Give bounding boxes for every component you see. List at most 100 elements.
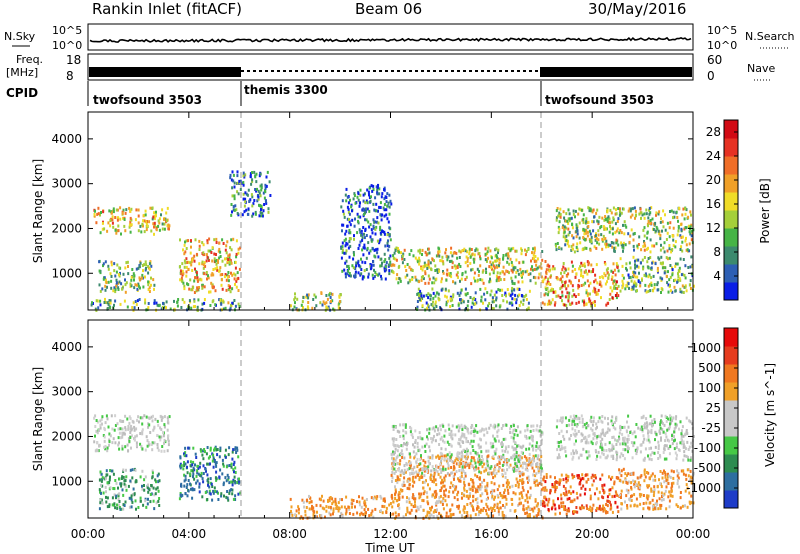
echo-cell xyxy=(385,261,388,265)
echo-cell xyxy=(402,480,405,484)
echo-cell xyxy=(511,498,514,501)
echo-cell xyxy=(229,176,232,180)
echo-cell xyxy=(610,269,613,273)
echo-cell xyxy=(103,435,106,439)
echo-cell xyxy=(126,417,129,421)
echo-cell xyxy=(531,462,534,466)
echo-cell xyxy=(671,248,674,251)
echo-cell xyxy=(612,457,615,460)
echo-cell xyxy=(421,471,424,475)
echo-cell xyxy=(139,496,142,500)
echo-cell xyxy=(534,248,536,252)
echo-cell xyxy=(491,488,494,492)
echo-cell xyxy=(463,483,466,487)
echo-cell xyxy=(559,213,562,216)
freq-block-1 xyxy=(89,67,241,77)
echo-cell xyxy=(399,279,402,283)
echo-cell xyxy=(486,291,489,295)
echo-cell xyxy=(368,193,370,197)
echo-cell xyxy=(147,288,150,291)
echo-cell xyxy=(459,476,462,480)
echo-cell xyxy=(447,495,450,499)
echo-cell xyxy=(403,476,406,480)
echo-cell xyxy=(399,435,402,438)
echo-cell xyxy=(180,484,183,488)
echo-cell xyxy=(655,211,658,215)
echo-cell xyxy=(325,305,328,309)
echo-cell xyxy=(558,220,561,224)
echo-cell xyxy=(466,511,469,514)
echo-cell xyxy=(657,256,660,260)
echo-cell xyxy=(118,492,121,496)
echo-cell xyxy=(691,422,693,426)
echo-cell xyxy=(200,471,203,475)
echo-cell xyxy=(374,507,377,511)
echo-cell xyxy=(99,483,102,487)
echo-cell xyxy=(115,208,118,212)
echo-cell xyxy=(533,459,536,463)
echo-cell xyxy=(153,232,155,236)
echo-cell xyxy=(411,479,414,483)
echo-cell xyxy=(678,266,681,270)
echo-cell xyxy=(502,453,505,457)
echo-cell xyxy=(139,261,142,265)
echo-cell xyxy=(152,222,155,226)
echo-cell xyxy=(399,488,402,492)
echo-cell xyxy=(490,265,493,269)
echo-cell xyxy=(220,278,223,282)
echo-cell xyxy=(498,261,501,265)
echo-cell xyxy=(383,230,386,234)
echo-cell xyxy=(407,281,410,285)
echo-cell xyxy=(177,298,180,301)
echo-cell xyxy=(529,514,531,518)
echo-cell xyxy=(350,498,353,502)
echo-cell xyxy=(225,251,228,255)
echo-cell xyxy=(464,474,467,478)
echo-cell xyxy=(443,440,446,444)
echo-cell xyxy=(501,468,504,472)
echo-cell xyxy=(489,249,492,253)
echo-cell xyxy=(320,291,323,295)
echo-cell xyxy=(110,211,113,215)
echo-cell xyxy=(620,243,623,247)
echo-cell xyxy=(613,494,616,498)
echo-cell xyxy=(389,260,392,264)
echo-cell xyxy=(556,207,559,210)
echo-cell xyxy=(412,493,415,497)
echo-cell xyxy=(541,467,543,471)
echo-cell xyxy=(365,498,368,501)
echo-cell xyxy=(102,264,104,268)
echo-cell xyxy=(477,488,480,492)
echo-cell xyxy=(238,267,241,271)
echo-cell xyxy=(148,443,151,447)
echo-cell xyxy=(447,515,450,519)
echo-cell xyxy=(602,238,605,242)
echo-cell xyxy=(662,261,664,265)
echo-cell xyxy=(648,273,651,277)
echo-cell xyxy=(526,496,529,500)
echo-cell xyxy=(141,222,144,226)
echo-cell xyxy=(356,261,359,265)
echo-cell xyxy=(522,272,524,276)
echo-cell xyxy=(612,425,615,429)
echo-cell xyxy=(242,197,245,201)
echo-cell xyxy=(634,271,637,275)
echo-cell xyxy=(401,495,404,499)
echo-cell xyxy=(232,272,235,276)
echo-cell xyxy=(559,215,562,219)
echo-cell xyxy=(350,205,353,209)
echo-cell xyxy=(513,428,516,432)
echo-cell xyxy=(388,272,391,276)
echo-cell xyxy=(118,266,121,270)
echo-cell xyxy=(521,451,524,455)
echo-cell xyxy=(222,307,225,311)
echo-cell xyxy=(235,208,238,212)
echo-cell xyxy=(553,303,556,307)
echo-cell xyxy=(205,469,207,473)
echo-cell xyxy=(438,467,441,471)
echo-cell xyxy=(633,430,636,434)
echo-cell xyxy=(568,302,571,306)
echo-cell xyxy=(668,427,671,431)
echo-cell xyxy=(532,253,535,257)
echo-cell xyxy=(422,492,425,496)
